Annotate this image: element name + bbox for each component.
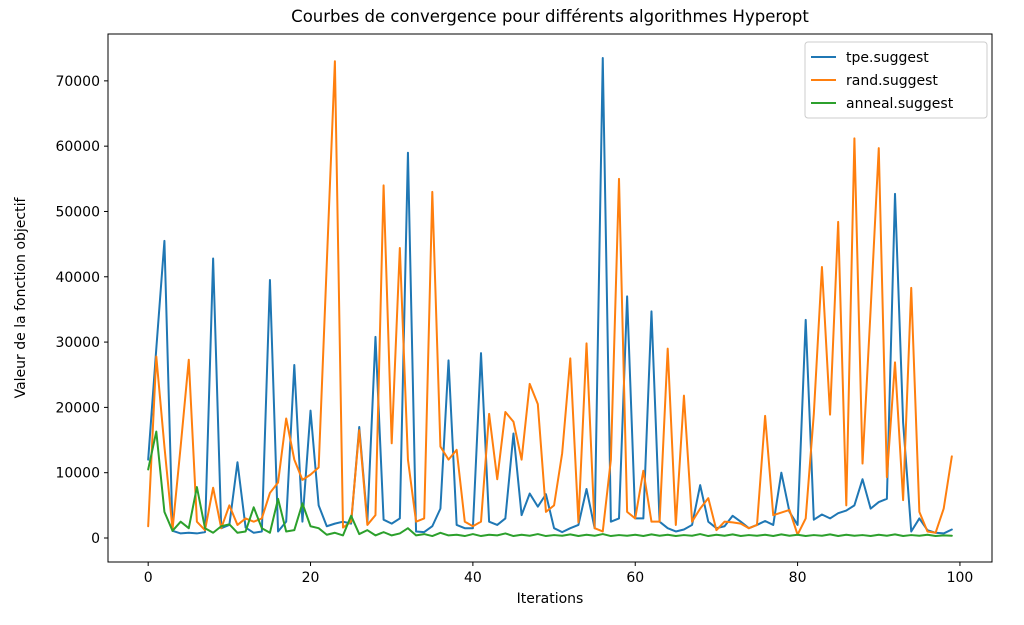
y-tick-label: 60000 xyxy=(55,139,100,155)
x-tick-label: 0 xyxy=(144,570,153,586)
legend-label-anneal: anneal.suggest xyxy=(846,96,954,112)
legend-item-tpe: tpe.suggest xyxy=(811,50,929,66)
legend-item-rand: rand.suggest xyxy=(811,73,938,89)
series-lines xyxy=(147,57,953,538)
series-line-rand.suggest xyxy=(147,60,953,536)
legend: tpe.suggest rand.suggest anneal.suggest xyxy=(804,41,988,119)
series-line-tpe.suggest xyxy=(147,57,953,535)
x-tick-label: 80 xyxy=(789,570,807,586)
legend-label-tpe: tpe.suggest xyxy=(846,50,929,66)
y-tick-label: 70000 xyxy=(55,74,100,90)
y-tick-label: 40000 xyxy=(55,270,100,286)
axis-ticks: 0 20 40 60 80 100 0 10000 20000 30000 40000 50000 60… xyxy=(55,74,973,586)
x-axis-label: Iterations xyxy=(517,591,584,607)
y-tick-label: 20000 xyxy=(55,400,100,416)
legend-item-anneal: anneal.suggest xyxy=(811,96,954,112)
x-tick-label: 40 xyxy=(464,570,482,586)
legend-label-rand: rand.suggest xyxy=(846,73,938,89)
y-axis-label: Valeur de la fonction objectif xyxy=(13,197,29,399)
legend-box xyxy=(804,41,988,119)
y-tick-label: 30000 xyxy=(55,335,100,351)
series-line-anneal.suggest xyxy=(147,430,953,538)
y-tick-label: 50000 xyxy=(55,204,100,220)
chart-title: Courbes de convergence pour différents a… xyxy=(291,7,809,26)
x-tick-label: 20 xyxy=(302,570,320,586)
x-tick-label: 60 xyxy=(626,570,644,586)
x-tick-label: 100 xyxy=(947,570,974,586)
y-tick-label: 0 xyxy=(91,531,100,547)
y-tick-label: 10000 xyxy=(55,466,100,482)
